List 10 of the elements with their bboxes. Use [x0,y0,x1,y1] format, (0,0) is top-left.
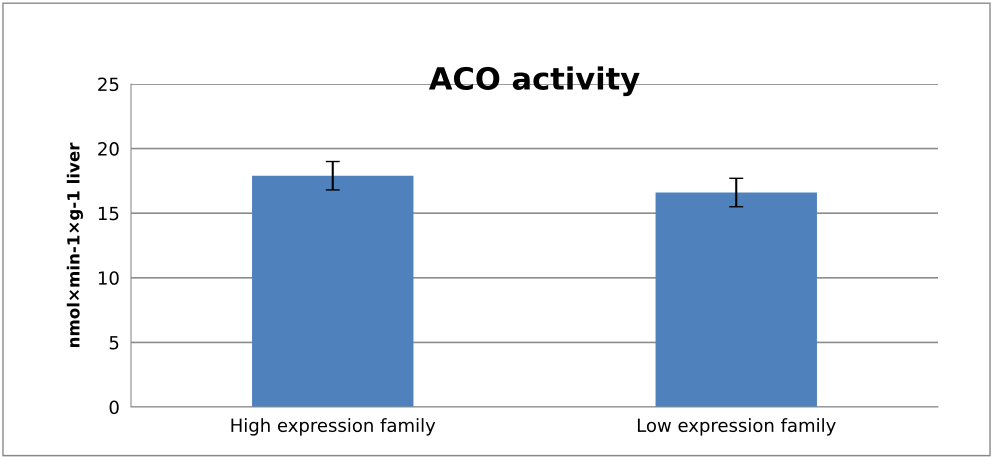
y-tick-label: 5 [110,336,118,350]
y-tick-label: 0 [110,400,119,414]
y-axis-title: nmol×min-1×g-1 liver [66,142,84,348]
x-tick-label: High expression family [231,418,436,436]
y-tick-label: 25 [98,77,118,92]
y-tick-label: 10 [98,271,119,285]
chart-title: ACO activity [428,66,640,96]
y-tick-label: 20 [98,142,119,156]
y-tick-label: 15 [98,206,118,220]
x-tick-label: Low expression family [638,418,836,436]
